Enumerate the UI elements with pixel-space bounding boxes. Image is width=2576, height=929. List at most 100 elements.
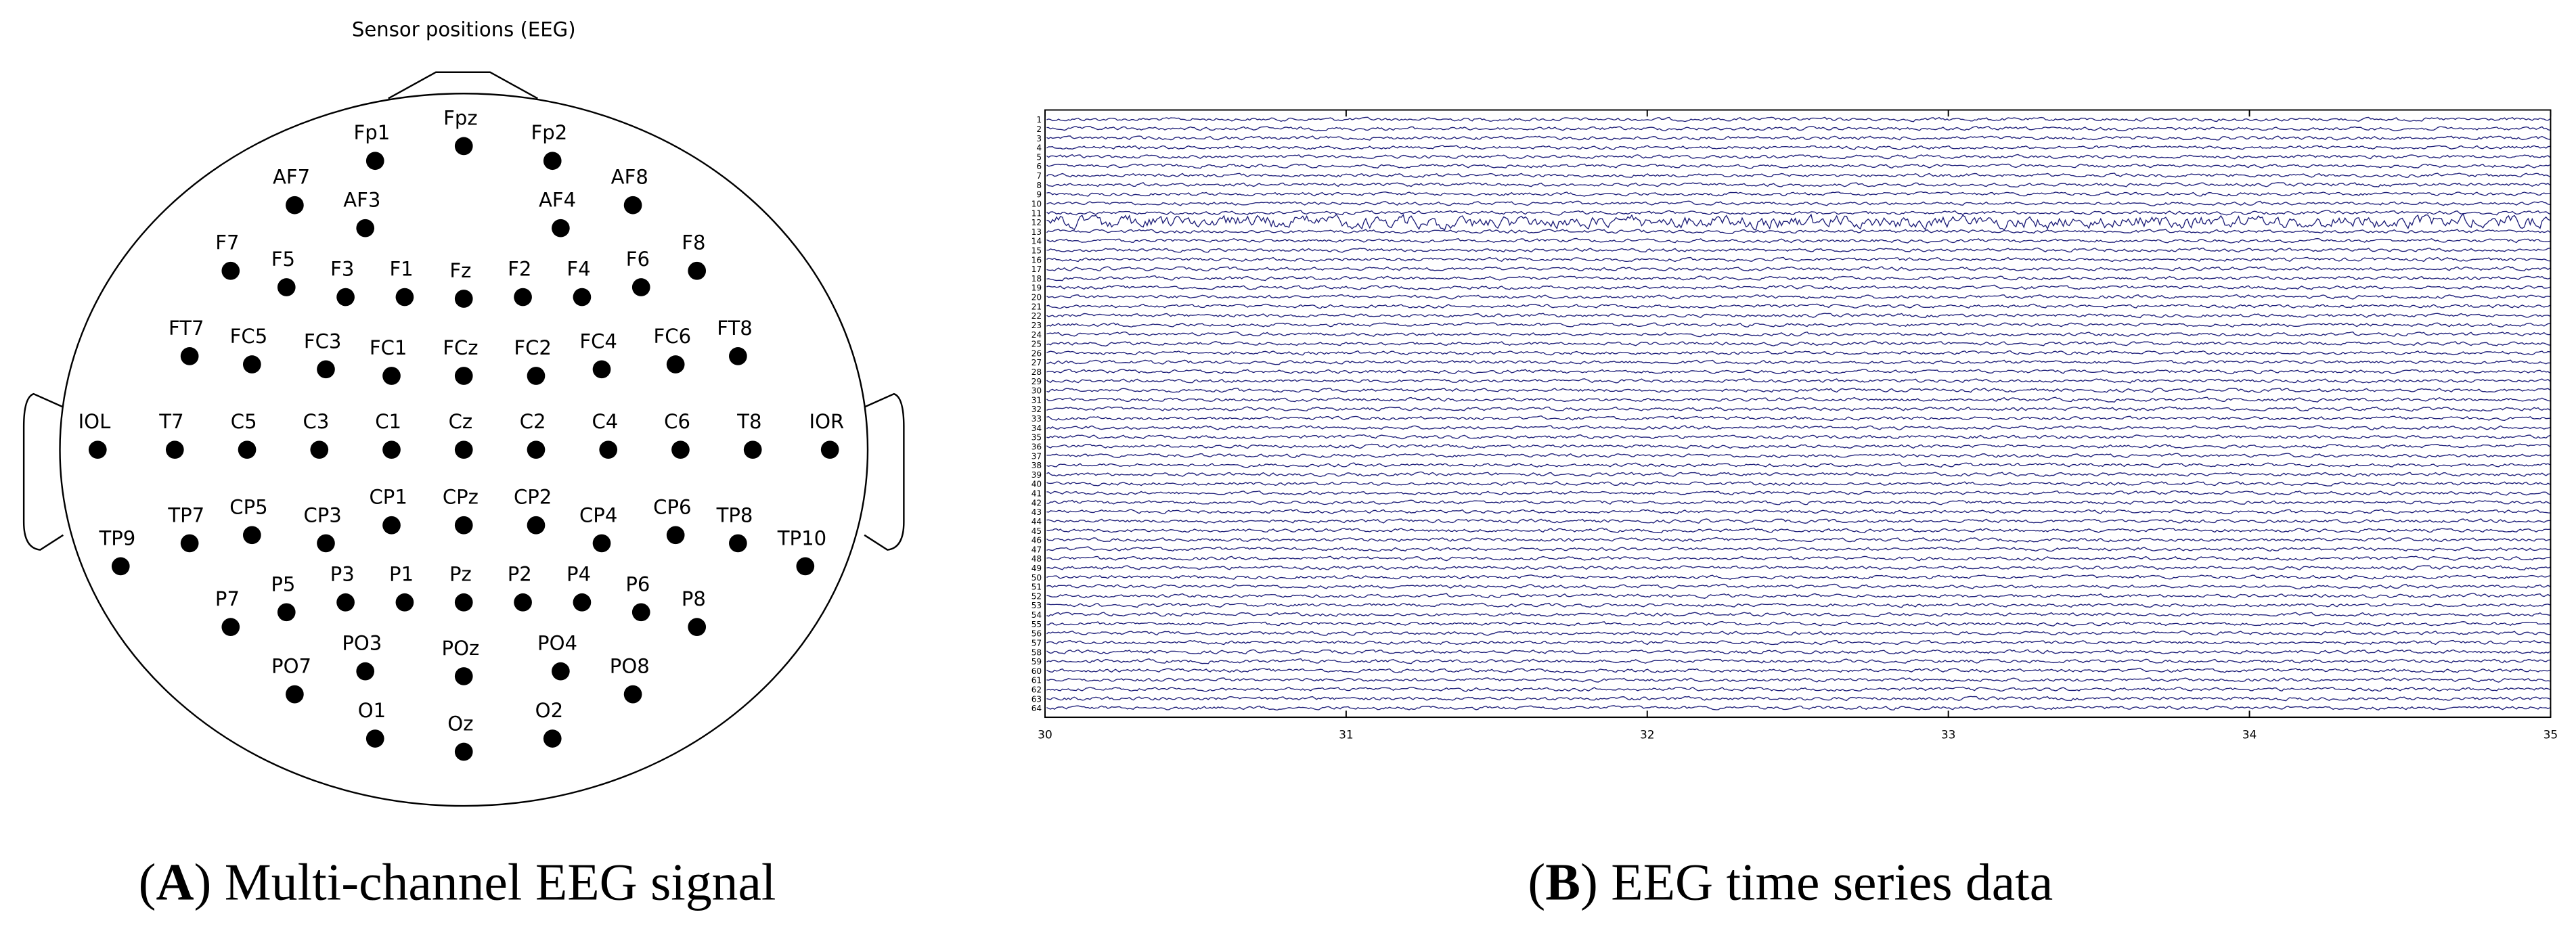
eeg-trace [1046, 387, 2550, 393]
channel-label: 42 [1031, 498, 1042, 507]
sensor-label: P3 [330, 563, 355, 586]
eeg-trace [1046, 490, 2550, 496]
channel-label: 29 [1031, 377, 1042, 386]
sensor-dot [623, 685, 642, 704]
sensor-label: C1 [375, 410, 401, 433]
sensor-label: AF4 [539, 189, 576, 212]
sensor-label: PO4 [537, 632, 577, 655]
channel-label: 5 [1036, 152, 1042, 162]
sensor-dot [527, 367, 546, 385]
sensor-dot [365, 729, 384, 748]
sensor-dot [666, 355, 685, 373]
sensor-dot [552, 662, 570, 681]
sensor-dot [317, 360, 335, 379]
eeg-trace [1046, 667, 2550, 674]
sensor-dot [729, 347, 747, 365]
sensor-dot [382, 516, 401, 535]
sensor-label: P2 [508, 563, 532, 586]
left-ear [22, 392, 64, 551]
eeg-trace [1046, 200, 2550, 206]
caption-part: ) EEG time series data [1580, 853, 2053, 911]
sensor-label: FT7 [169, 317, 204, 340]
sensor-label: F7 [215, 231, 239, 254]
eeg-trace [1046, 696, 2550, 702]
sensor-label: AF3 [343, 189, 380, 212]
sensor-label: T8 [736, 410, 761, 433]
sensor-dot [729, 534, 747, 553]
channel-label: 45 [1031, 526, 1042, 536]
eeg-trace [1046, 191, 2550, 197]
sensor-dot [631, 603, 650, 622]
channel-label: 15 [1031, 246, 1042, 256]
nose [388, 71, 538, 99]
sensor-dot [623, 196, 642, 214]
channel-label: 13 [1031, 227, 1042, 237]
sensor-label: AF8 [611, 166, 648, 189]
channel-label: 28 [1031, 367, 1042, 377]
channel-label: 47 [1031, 545, 1042, 554]
channel-label: 49 [1031, 564, 1042, 573]
sensor-dot [365, 152, 384, 171]
channel-label: 52 [1031, 591, 1042, 601]
sensor-label: TP10 [777, 526, 826, 549]
caption-letter: A [156, 853, 194, 911]
channel-label: 46 [1031, 536, 1042, 545]
eeg-trace [1046, 144, 2550, 150]
channel-label: 44 [1031, 517, 1042, 526]
eeg-trace [1046, 135, 2550, 141]
sensor-label: C6 [664, 410, 690, 433]
sensor-label: P8 [682, 587, 706, 610]
eeg-trace [1046, 612, 2550, 618]
sensor-label: FC1 [370, 336, 407, 359]
sensor-dot [454, 667, 473, 685]
sensor-label: PO3 [342, 632, 382, 655]
right-ear [864, 392, 905, 551]
sensor-dot [599, 440, 618, 459]
eeg-trace [1046, 213, 2550, 231]
sensor-label: F6 [626, 248, 650, 271]
sensor-dot [454, 593, 473, 612]
plot-frame [1044, 109, 2552, 719]
eeg-trace [1046, 247, 2550, 253]
eeg-trace [1046, 229, 2550, 235]
channel-label: 4 [1036, 143, 1042, 153]
sensor-dot [552, 219, 570, 237]
eeg-trace [1046, 434, 2550, 440]
sensor-dot [527, 440, 546, 459]
sensor-dot [111, 557, 130, 576]
eeg-trace [1046, 443, 2550, 449]
sensor-dot [395, 288, 414, 307]
eeg-trace [1046, 527, 2550, 534]
channel-label: 9 [1036, 190, 1042, 200]
eeg-trace [1046, 378, 2550, 384]
eeg-trace [1046, 425, 2550, 431]
eeg-trace [1046, 499, 2550, 505]
eeg-trace [1046, 705, 2550, 711]
x-tick-label: 31 [1339, 729, 1354, 742]
channel-label: 33 [1031, 414, 1042, 424]
eeg-trace [1046, 154, 2550, 160]
sensor-label: P7 [215, 587, 240, 610]
channel-label: 60 [1031, 666, 1042, 676]
eeg-trace [1046, 294, 2550, 300]
eeg-trace [1046, 574, 2550, 580]
sensor-label: CP5 [229, 495, 267, 518]
sensor-dot [527, 516, 546, 535]
eeg-trace [1046, 396, 2550, 403]
eeg-trace [1046, 593, 2550, 599]
sensor-label: FC3 [304, 330, 342, 353]
eeg-trace [1046, 116, 2550, 122]
channel-label: 16 [1031, 255, 1042, 265]
channel-label: 17 [1031, 265, 1042, 274]
sensor-dot [454, 516, 473, 535]
sensor-label: FT8 [717, 317, 753, 340]
channel-label: 39 [1031, 470, 1042, 480]
sensor-dot [165, 440, 184, 459]
channel-label: 31 [1031, 395, 1042, 405]
eeg-trace [1046, 331, 2550, 338]
channel-label: 11 [1031, 208, 1042, 218]
eeg-trace [1046, 340, 2550, 347]
eeg-trace [1046, 462, 2550, 468]
sensor-label: P1 [389, 563, 414, 586]
eeg-trace [1046, 546, 2550, 552]
